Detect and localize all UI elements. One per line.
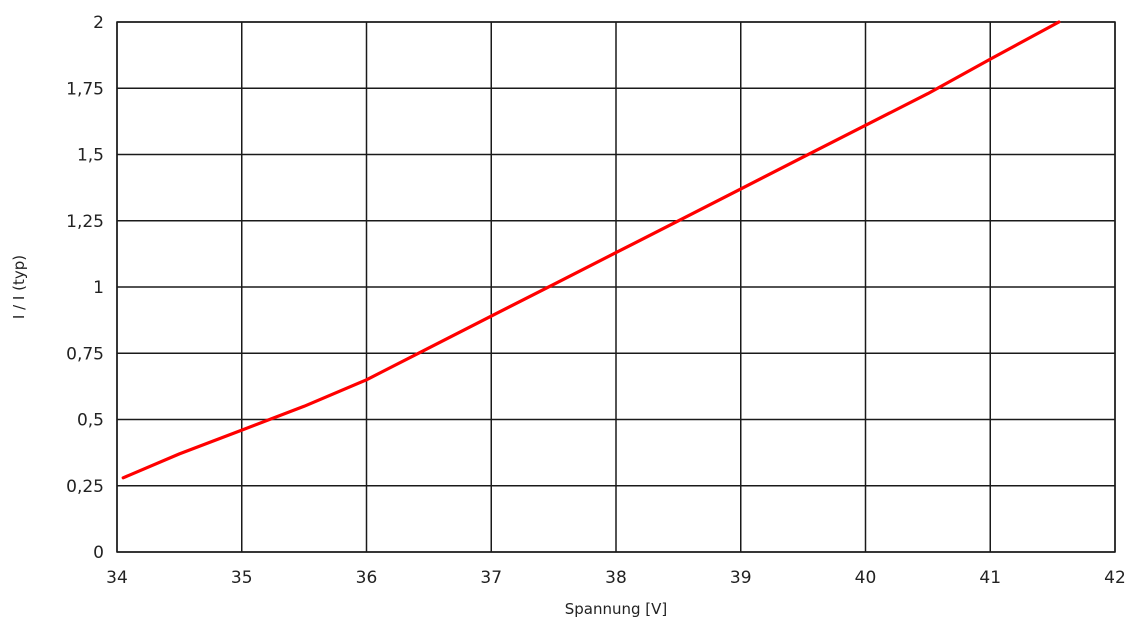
y-tick-label: 1,75 — [66, 79, 104, 99]
x-tick-label: 37 — [480, 568, 502, 588]
x-tick-label: 38 — [605, 568, 627, 588]
x-tick-label: 39 — [730, 568, 752, 588]
plot-frame — [116, 21, 1116, 553]
x-tick-label: 35 — [231, 568, 253, 588]
y-axis-label: I / I (typ) — [10, 255, 28, 319]
x-tick-label: 34 — [106, 568, 128, 588]
x-tick-label: 42 — [1104, 568, 1126, 588]
y-tick-label: 1 — [93, 278, 104, 298]
x-tick-label: 40 — [855, 568, 877, 588]
y-tick-label: 0,5 — [77, 411, 104, 431]
series-lines — [121, 20, 1061, 480]
x-tick-label: 36 — [356, 568, 378, 588]
x-tick-label: 41 — [979, 568, 1001, 588]
series-line — [121, 20, 1061, 480]
y-tick-label: 2 — [93, 13, 104, 33]
y-tick-label: 0 — [93, 543, 104, 563]
y-tick-label: 0,25 — [66, 477, 104, 497]
y-tick-label: 1,25 — [66, 212, 104, 232]
y-tick-label: 1,5 — [77, 146, 104, 166]
x-axis-ticks: 34 35 36 37 38 39 40 41 42 — [106, 568, 1126, 588]
x-axis-label: Spannung [V] — [565, 600, 668, 618]
y-tick-label: 0,75 — [66, 344, 104, 364]
y-axis-ticks: 0 0,25 0,5 0,75 1 1,25 1,5 1,75 2 — [66, 13, 104, 563]
grid — [116, 21, 1116, 553]
